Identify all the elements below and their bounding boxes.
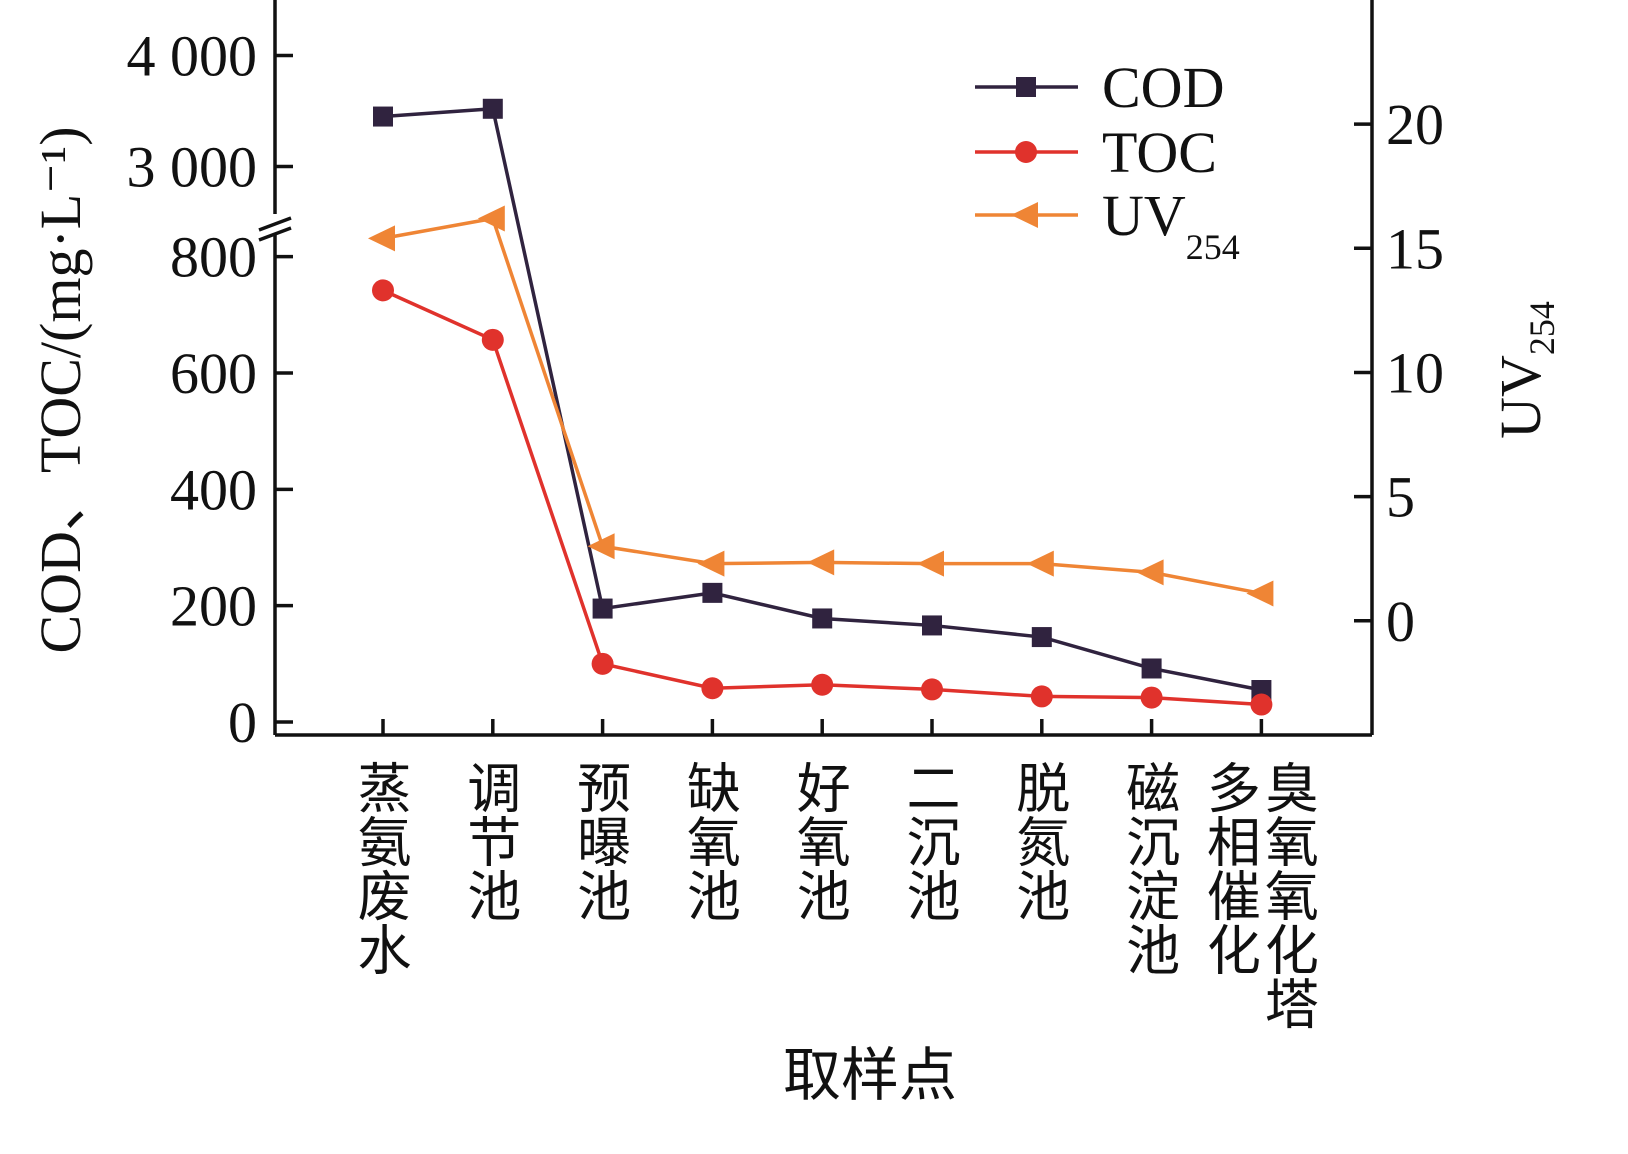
y-left-tick-label: 400 [170,457,257,522]
data-point-cod [592,598,613,619]
data-point-uv [477,205,505,232]
series-cod [373,98,1272,701]
y-left-tick-label: 800 [170,225,257,290]
y-left-tick-label: 0 [228,690,257,755]
y-right-tick-label: 10 [1386,340,1444,405]
data-point-uv [368,225,395,252]
x-category-label: 臭氧氧化塔 [1256,760,1317,1030]
y-right-tick-label: 20 [1386,92,1444,157]
data-point-toc [481,328,504,351]
x-category-label: 二沉池 [898,760,958,922]
x-category-label: 缺氧池 [678,760,739,922]
data-point-toc [372,279,394,302]
x-category-label: 脱氮池 [1008,760,1069,922]
data-point-cod [922,615,942,636]
y-axis-title-right-sub: 254 [1522,301,1562,355]
axis-break-mark [258,226,292,242]
legend-label: UV254 [1102,183,1240,267]
legend-label: COD [1102,55,1224,120]
legend-item-toc: TOC [975,120,1217,185]
series-uv [368,205,1274,607]
series-layer [368,98,1274,716]
x-category-label: 蒸氨废水 [349,760,410,976]
axes: 0 200 400 600 800 3 000 4 000 0 5 10 15 20 蒸氨废水 调节池 预曝… [127,0,1444,1030]
data-point-uv [1136,559,1164,586]
y-left-tick-label: 4 000 [127,24,258,89]
data-point-cod [702,582,723,603]
legend-item-uv: UV254 [975,183,1240,267]
x-axis-title: 取样点 [783,1043,957,1108]
data-point-cod [482,98,503,119]
data-point-toc [1140,686,1163,709]
legend-marker [1016,77,1036,97]
legend-item-cod: COD [975,55,1224,120]
data-point-cod [1031,627,1052,648]
x-category-label: 磁沉淀池 [1118,760,1179,976]
y-axis-title-left: COD、TOC/(mg·L⁻¹) [28,126,93,653]
data-point-uv [1246,580,1274,607]
data-point-uv [587,533,615,560]
x-category-label: 多相催化 [1198,760,1259,976]
data-point-uv [807,549,835,576]
data-point-toc [591,652,614,675]
data-point-cod [373,106,393,127]
y-left-tick-label: 200 [170,574,257,639]
legend-label: TOC [1102,120,1217,185]
series-toc [372,279,1273,716]
y-axis-title-right: UV254 [1488,301,1562,439]
y-right-tick-label: 5 [1386,465,1415,530]
y-axis-title-right-main: UV [1488,355,1553,439]
data-point-cod [1141,658,1162,679]
y-right-tick-label: 15 [1386,216,1444,281]
data-point-toc [1030,685,1053,708]
legend-marker [1015,141,1037,163]
legend-marker [1011,202,1038,228]
series-line-toc [382,288,1262,707]
y-left-tick-label: 3 000 [127,135,258,200]
data-point-cod [812,608,833,629]
axis-break-mark [258,216,292,232]
data-point-toc [811,673,834,696]
data-point-uv [1026,550,1054,577]
data-point-toc [1250,693,1273,716]
data-point-toc [701,677,724,700]
data-point-toc [921,678,943,701]
x-category-label: 预曝池 [569,760,629,922]
y-right-tick-label: 0 [1386,589,1415,654]
y-left-tick-label: 600 [170,341,257,406]
data-point-uv [697,550,725,577]
x-category-label: 调节池 [459,760,519,922]
x-category-label: 好氧池 [788,760,849,922]
data-point-uv [917,550,944,577]
